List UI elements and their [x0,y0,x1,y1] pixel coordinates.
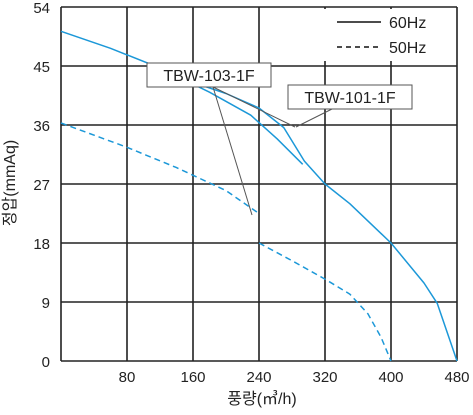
x-tick-label-2: 160 [180,369,205,386]
x-tick-label-1: 80 [119,369,136,386]
callout-box-101 [287,84,413,110]
callouts: TBW-103-1F TBW-101-1F [146,62,413,216]
y-axis-title: 정압(mmAq) [1,140,19,226]
y-tick-label-0: 0 [42,354,50,371]
x-tick-label-5: 400 [378,369,403,386]
y-tick-label-5: 45 [33,59,50,76]
x-axis-title: 풍량(㎥/h) [227,390,296,408]
callout-label-103: TBW-103-1F [163,68,255,85]
leader-line-101 [295,106,337,128]
legend: 60Hz 50Hz [324,9,450,61]
legend-box [324,9,450,61]
y-tick-label-2: 18 [33,236,50,253]
series-line-2 [60,122,260,215]
callout-label-101: TBW-101-1F [304,90,396,107]
y-tick-label-3: 27 [33,177,50,194]
tick-labels: 80 160 240 320 400 480 0 9 18 27 36 45 54 [33,0,469,386]
y-tick-label-1: 9 [42,295,50,312]
y-tick-label-4: 36 [33,118,50,135]
series-line-1 [192,81,458,362]
series-line-0 [60,30,304,165]
legend-label-50hz: 50Hz [389,40,426,57]
callout-box-103 [146,62,272,88]
x-tick-label-3: 240 [246,369,271,386]
leader-line-103-dashed [212,86,253,216]
x-tick-label-6: 480 [444,369,469,386]
series-layer [60,30,458,362]
series-line-3 [258,242,392,362]
legend-label-60hz: 60Hz [389,15,426,32]
y-tick-label-6: 54 [33,0,50,17]
leader-line-103-solid [212,86,296,128]
x-tick-label-4: 320 [312,369,337,386]
